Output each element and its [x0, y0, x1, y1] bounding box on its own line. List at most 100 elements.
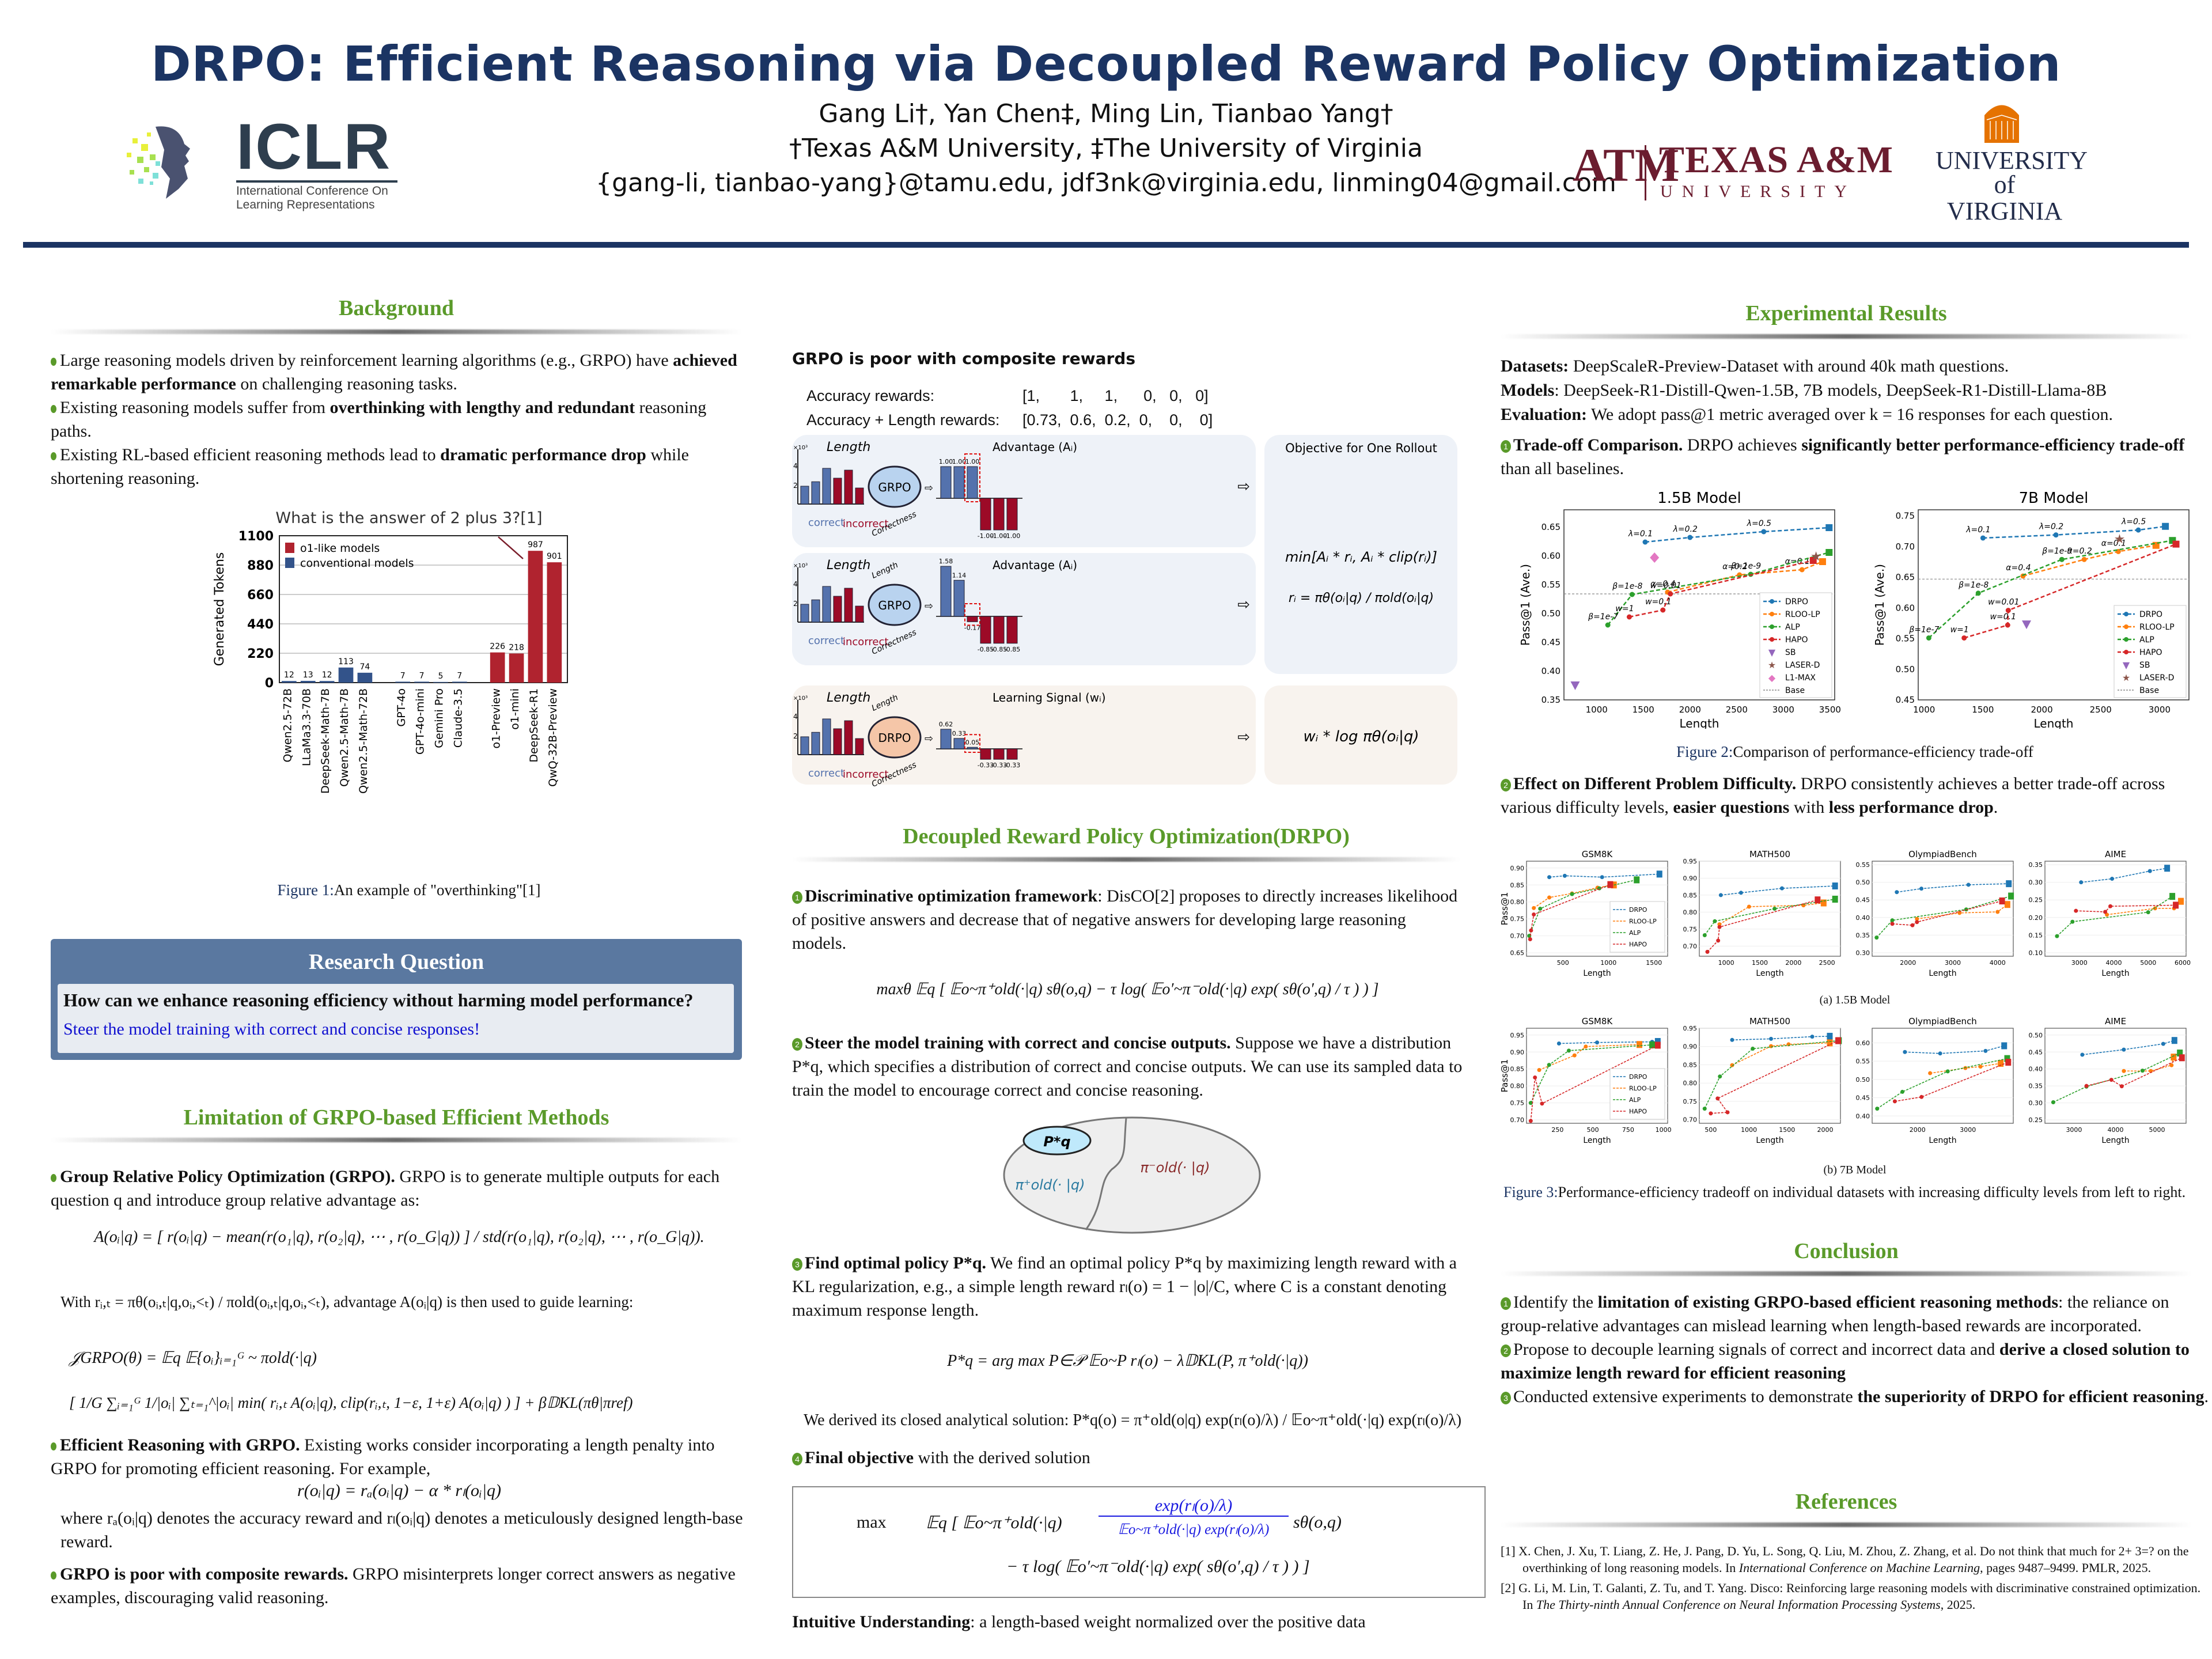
- x-tick-label: 750: [1622, 1126, 1634, 1134]
- y-tick-label: 0.60: [1541, 551, 1560, 561]
- legend-marker: [2124, 637, 2128, 642]
- series-point: [1702, 1107, 1707, 1111]
- optimal-policy-equation: P*q = arg max P∈𝒫 𝔼o~P rₗ(o) − λ𝔻KL(P, π…: [947, 1352, 1308, 1370]
- series-point: [1919, 887, 1924, 891]
- series-point: [2103, 910, 2108, 914]
- series-line: [1904, 1045, 2005, 1054]
- figure1-caption: Figure 1:An example of "overthinking"[1]: [277, 881, 541, 899]
- research-question-text: How can we enhance reasoning efficiency …: [63, 990, 694, 1010]
- series-point: [2119, 1084, 2124, 1089]
- bullet-icon: [51, 358, 56, 366]
- signal-bar: [1006, 616, 1018, 644]
- y-tick-label: 0.55: [1856, 861, 1870, 869]
- series-point: [1718, 1074, 1722, 1079]
- section-divider: [1501, 1522, 2192, 1527]
- sb-marker: [1570, 681, 1580, 690]
- y-tick-label: 0.75: [1510, 915, 1525, 923]
- diagram-panel: [792, 435, 1256, 547]
- legend-marker: ★: [1768, 660, 1776, 671]
- bar-value-label: 218: [509, 643, 524, 652]
- legend-marker: ▼: [1768, 647, 1776, 658]
- composite-reward-equation: r(oᵢ|q) = rₐ(oᵢ|q) − α * rₗ(oᵢ|q): [297, 1481, 501, 1500]
- uva-line1: UNIVERSITY: [1936, 146, 2088, 175]
- legend-swatch: [285, 558, 294, 568]
- x-axis-label: Length: [2101, 1136, 2129, 1145]
- plot-frame: [1918, 509, 2190, 700]
- point-annotation: w=0.1: [1645, 597, 1671, 607]
- y-tick-label: 1100: [238, 529, 274, 544]
- series-point: [2051, 1100, 2055, 1104]
- x-tick-label: Qwen2.5-Math-7B: [338, 688, 351, 787]
- x-axis-label: Length: [1583, 969, 1611, 978]
- overthinking-bar-chart: What is the answer of 2 plus 3?[1] 0 220 44…: [213, 509, 568, 794]
- emails[interactable]: {gang-li, tianbao-yang}@tamu.edu, jdf3nk…: [596, 168, 1616, 198]
- series-point: [1713, 919, 1717, 923]
- series-endpoint: [1654, 1041, 1661, 1049]
- x-tick-label: GPT-4o: [395, 688, 408, 727]
- y-tick-label: 0.90: [1510, 1048, 1525, 1056]
- figure3-caption: Figure 3:Performance-efficiency tradeoff…: [1503, 1184, 2186, 1200]
- series-point: [1903, 1050, 1907, 1054]
- y-tick-label: 440: [247, 618, 274, 632]
- series-point: [1938, 1051, 1942, 1056]
- point-annotation: λ=0.5: [2121, 517, 2146, 527]
- reference-item: [1] X. Chen, J. Xu, T. Liang, Z. He, J. …: [1501, 1544, 2189, 1575]
- series-point: [1890, 918, 1895, 923]
- step-number-icon: 1: [792, 891, 802, 904]
- series-endpoint: [1649, 1041, 1656, 1048]
- y-tick-label: 0.70: [1683, 1116, 1698, 1124]
- bar-value-label: 12: [322, 671, 332, 680]
- background-bullet: Existing reasoning models suffer from ov…: [51, 398, 707, 441]
- bar-value-label: 12: [284, 671, 294, 680]
- annotation-arrow: [498, 536, 524, 559]
- signal-bar: [967, 747, 978, 749]
- plot-frame: [1872, 1028, 2014, 1124]
- scale-label: ×10³: [793, 563, 808, 569]
- series-endpoint: [1654, 1037, 1661, 1045]
- series-point: [1799, 567, 1805, 573]
- x-tick-label: 2000: [1679, 704, 1701, 715]
- research-question-body: How can we enhance reasoning efficiency …: [58, 984, 734, 1053]
- signal-value: 1.14: [952, 571, 967, 579]
- x-tick-label: Qwen2.5-72B: [281, 688, 294, 763]
- signal-value: 1.00: [939, 458, 953, 465]
- series-point: [1780, 886, 1784, 891]
- bullet-icon: [51, 452, 56, 461]
- series-endpoint: [2179, 1054, 2185, 1062]
- y-tick-label: 0.10: [2029, 949, 2043, 957]
- bar: [452, 681, 467, 683]
- point-annotation: w=0.01: [1988, 598, 2019, 607]
- series-line: [2053, 1052, 2180, 1103]
- series-line: [2022, 544, 2156, 577]
- background-bullets: Large reasoning models driven by reinfor…: [51, 349, 748, 490]
- bar-value-label: 7: [457, 671, 462, 680]
- l1max-marker: [1650, 552, 1660, 563]
- signal-value: 1.58: [939, 558, 953, 565]
- series-point: [1751, 1047, 1755, 1051]
- legend-label: Base: [2139, 686, 2159, 695]
- y-tick-label: 0.35: [1856, 931, 1870, 939]
- background-bullet: Large reasoning models driven by reinfor…: [51, 351, 737, 393]
- x-tick-label: QwQ-32B-Preview: [547, 688, 559, 787]
- x-tick-label: 4000: [1990, 959, 2006, 967]
- y-axis-label: Pass@1 (Ave.): [1873, 564, 1887, 646]
- signal-bar: [993, 748, 1005, 760]
- series-point: [1926, 635, 1931, 641]
- legend-label: DRPO: [1629, 906, 1647, 914]
- y-axis-label: Pass@1 (Ave.): [1518, 564, 1532, 646]
- plot-frame: [2044, 1028, 2187, 1124]
- bullet-icon: [51, 1571, 56, 1580]
- series-point: [1900, 1089, 1904, 1094]
- y-tick-label: 0.50: [1856, 879, 1870, 887]
- series-point: [1595, 1040, 1599, 1045]
- series-point: [1660, 607, 1666, 613]
- x-axis-label: Length: [1756, 969, 1783, 978]
- tradeoff-chart-7b: 7B Model 1000 1500 2000 2500 3000 0.45 0.50 0.55…: [1873, 490, 2190, 729]
- point-annotation: α=0.1: [2101, 539, 2126, 548]
- legend-label: o1-like models: [300, 542, 380, 555]
- series-point: [1715, 1096, 1720, 1101]
- bar-value-label: 113: [338, 657, 354, 666]
- ratio-formula: rᵢ = πθ(oᵢ|q) / πold(oᵢ|q): [1289, 591, 1434, 605]
- figure2-caption: Figure 2:Comparison of performance-effic…: [1676, 743, 2033, 760]
- series-endpoint: [2004, 901, 2010, 908]
